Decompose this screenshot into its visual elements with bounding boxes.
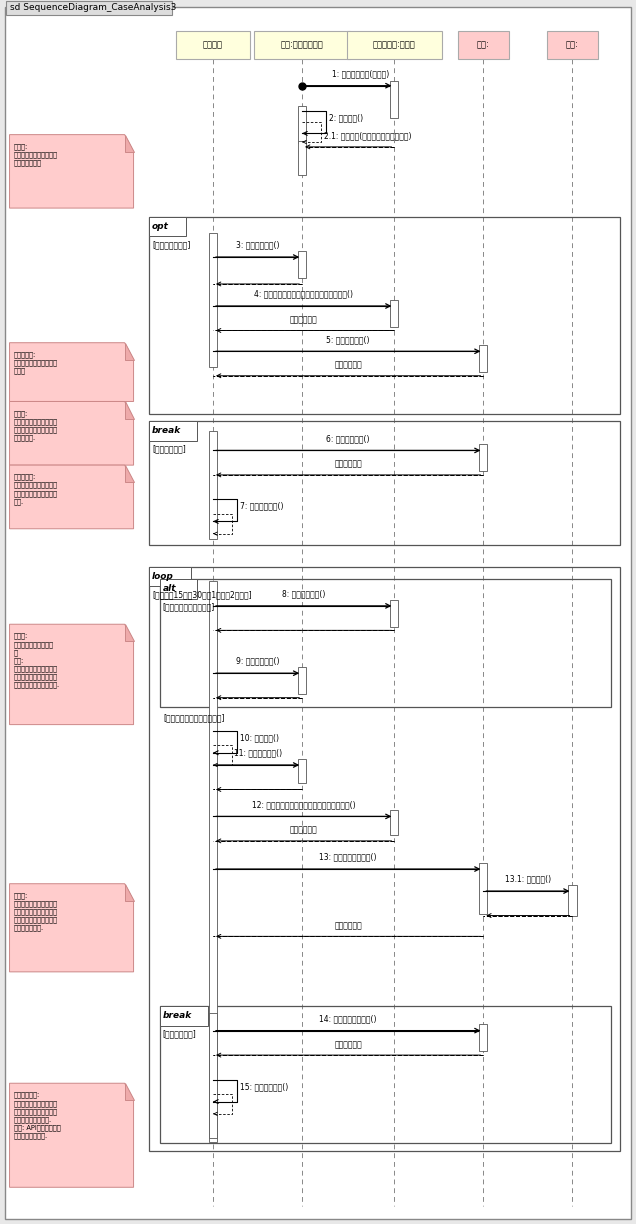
Text: 5: 终端设备认证(): 5: 终端设备认证() (326, 335, 370, 344)
Text: 测试辅助验证:
通过查看后台的数据验证
监控系统的数据是否发送
成功、数据是否正确.
问题: API同步方向问题
导致数据录入失败.: 测试辅助验证: 通过查看后台的数据验证 监控系统的数据是否发送 成功、数据是否正… (14, 1092, 61, 1140)
Polygon shape (125, 343, 134, 360)
FancyBboxPatch shape (6, 1, 172, 15)
FancyBboxPatch shape (547, 31, 598, 59)
FancyBboxPatch shape (149, 567, 191, 586)
Text: opt: opt (152, 222, 169, 231)
FancyBboxPatch shape (480, 863, 488, 914)
Text: 13.1: 录入数据(): 13.1: 录入数据() (505, 875, 551, 884)
Text: 返回认证失败: 返回认证失败 (335, 460, 362, 469)
FancyBboxPatch shape (160, 579, 197, 599)
Polygon shape (10, 343, 134, 401)
FancyBboxPatch shape (298, 251, 307, 278)
FancyBboxPatch shape (209, 233, 218, 367)
Text: 异常测试点:
数据源不存在与本机的信
息情况: 异常测试点: 数据源不存在与本机的信 息情况 (14, 351, 58, 375)
Text: 测试点:
验证定时器的功能正确
性
思考:
根据定时时间间隔时间，
程序获取数据耗时超过定
时时间，是否会出现问题.: 测试点: 验证定时器的功能正确 性 思考: 根据定时时间间隔时间， 程序获取数据… (14, 633, 60, 688)
Polygon shape (125, 135, 134, 152)
Text: 4: 根据获取的本机信息获取对应的终端信息(): 4: 根据获取的本机信息获取对应的终端信息() (254, 290, 353, 299)
Text: [接口调用异常]: [接口调用异常] (152, 444, 186, 453)
Polygon shape (10, 135, 134, 208)
Polygon shape (10, 465, 134, 529)
Text: 返回调用失败: 返回调用失败 (335, 1040, 362, 1049)
Text: alt: alt (163, 584, 176, 594)
Text: 监控数据源:数据源: 监控数据源:数据源 (373, 40, 416, 49)
Text: 15: 记录失败日志(): 15: 记录失败日志() (240, 1082, 288, 1091)
FancyBboxPatch shape (391, 600, 399, 627)
FancyBboxPatch shape (391, 810, 399, 835)
Text: [接口调用异常]: [接口调用异常] (163, 1029, 197, 1038)
Text: 返回终端信息: 返回终端信息 (290, 316, 317, 324)
FancyBboxPatch shape (569, 885, 577, 916)
Polygon shape (125, 1083, 134, 1100)
Polygon shape (10, 884, 134, 972)
Polygon shape (125, 884, 134, 901)
Polygon shape (10, 401, 134, 465)
Text: 12: 根据获取的本机信息获取对应的终端信息(): 12: 根据获取的本机信息获取对应的终端信息() (252, 800, 356, 809)
Text: 返回同步结果: 返回同步结果 (335, 922, 362, 930)
Text: break: break (163, 1011, 192, 1021)
Text: 10: 数据处理(): 10: 数据处理() (240, 733, 279, 742)
Text: 测试点:
利用日志信息和报文观察
所控系统是否为成功调用
接口发送报文、发送报文
的信息是否正确.: 测试点: 利用日志信息和报文观察 所控系统是否为成功调用 接口发送报文、发送报文… (14, 892, 58, 931)
Text: 测试点:
通过报文观察（请求报文
和返回报文）验证终端设
备认证节点.: 测试点: 通过报文观察（请求报文 和返回报文）验证终端设 备认证节点. (14, 410, 58, 441)
Text: [定时器（15秒、30秒、1分钟或2分钟）]: [定时器（15秒、30秒、1分钟或2分钟）] (152, 590, 252, 599)
FancyBboxPatch shape (480, 345, 488, 372)
FancyBboxPatch shape (177, 31, 250, 59)
FancyBboxPatch shape (160, 1006, 208, 1026)
FancyBboxPatch shape (480, 1024, 488, 1051)
Text: 2: 业务办理(): 2: 业务办理() (329, 114, 363, 122)
Text: 9: 获取目标数据(): 9: 获取目标数据() (236, 657, 279, 666)
FancyBboxPatch shape (391, 300, 399, 327)
Polygon shape (10, 1083, 134, 1187)
Polygon shape (125, 465, 134, 482)
Text: 接口:: 接口: (477, 40, 490, 49)
Text: 终端:自助服务系统: 终端:自助服务系统 (280, 40, 324, 49)
Text: 8: 获取目标数据(): 8: 获取目标数据() (282, 590, 326, 599)
FancyBboxPatch shape (5, 7, 631, 1219)
Polygon shape (125, 401, 134, 419)
FancyBboxPatch shape (209, 1013, 218, 1138)
FancyBboxPatch shape (209, 581, 218, 1142)
FancyBboxPatch shape (298, 106, 307, 143)
Polygon shape (10, 624, 134, 725)
Text: 6: 终端设备认证(): 6: 终端设备认证() (326, 435, 370, 443)
Text: 13: 调用接口数据同步(): 13: 调用接口数据同步() (319, 853, 377, 862)
Text: 监控系统: 监控系统 (203, 40, 223, 49)
Text: 异常测试点:
制造异常导致调用接口失
败，验证是否有记录失败
日志.: 异常测试点: 制造异常导致调用接口失 败，验证是否有记录失败 日志. (14, 474, 58, 504)
FancyBboxPatch shape (149, 421, 197, 441)
FancyBboxPatch shape (298, 667, 307, 694)
Text: 11: 获取本机信息(): 11: 获取本机信息() (233, 749, 282, 758)
FancyBboxPatch shape (347, 31, 442, 59)
Text: 14: 调用接口数据同步(): 14: 调用接口数据同步() (319, 1015, 377, 1023)
Text: sd SequenceDiagram_CaseAnalysis3: sd SequenceDiagram_CaseAnalysis3 (10, 4, 176, 12)
Text: break: break (152, 426, 181, 436)
Text: [硬件（部品）状态信息]: [硬件（部品）状态信息] (163, 602, 215, 611)
Text: 3: 获取本机信息(): 3: 获取本机信息() (236, 241, 279, 250)
FancyBboxPatch shape (391, 81, 399, 118)
FancyBboxPatch shape (480, 444, 488, 471)
FancyBboxPatch shape (298, 141, 307, 175)
Text: 1: 终端信息录入(使用者): 1: 终端信息录入(使用者) (332, 70, 390, 78)
Text: 返回认证结果: 返回认证结果 (335, 361, 362, 370)
FancyBboxPatch shape (298, 759, 307, 783)
Text: 2.1: 数据录入(硬件（部品）状态信息): 2.1: 数据录入(硬件（部品）状态信息) (324, 132, 411, 141)
Text: loop: loop (152, 572, 174, 581)
Text: 7: 记录失败日志(): 7: 记录失败日志() (240, 502, 283, 510)
FancyBboxPatch shape (458, 31, 509, 59)
FancyBboxPatch shape (149, 217, 186, 236)
Text: 返回终端信息: 返回终端信息 (290, 826, 317, 835)
Text: [终端状态和票据所库存信息]: [终端状态和票据所库存信息] (163, 714, 225, 722)
FancyBboxPatch shape (209, 431, 218, 539)
Text: 测试点:
验证终端录入数据库的硬
件信息的正确性: 测试点: 验证终端录入数据库的硬 件信息的正确性 (14, 143, 58, 166)
Text: 后台:: 后台: (566, 40, 579, 49)
Text: [高终端设备认证]: [高终端设备认证] (152, 240, 190, 248)
Polygon shape (125, 624, 134, 641)
FancyBboxPatch shape (254, 31, 350, 59)
